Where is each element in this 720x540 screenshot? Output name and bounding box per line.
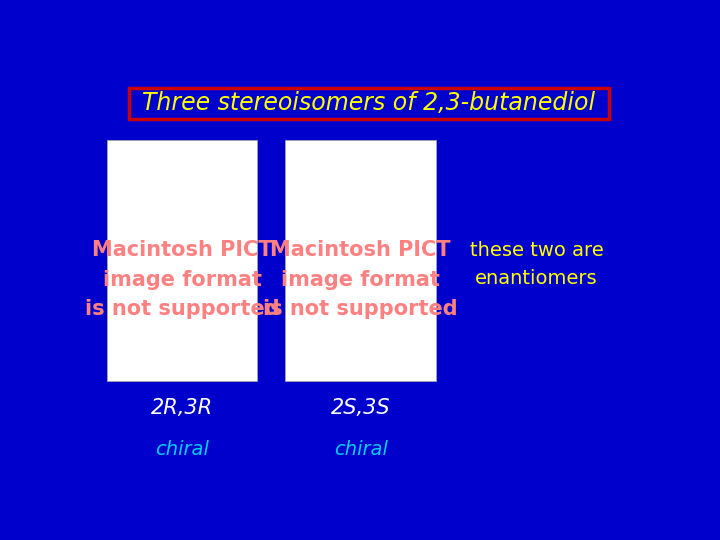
Text: chiral: chiral bbox=[333, 440, 387, 459]
Text: chiral: chiral bbox=[155, 440, 209, 459]
Bar bbox=[107, 140, 258, 381]
Text: Macintosh PICT
image format
is not supported: Macintosh PICT image format is not suppo… bbox=[264, 240, 458, 319]
Text: these two are
enantiomers: these two are enantiomers bbox=[469, 241, 603, 288]
Bar bbox=[285, 140, 436, 381]
Text: Macintosh PICT
image format
is not supported: Macintosh PICT image format is not suppo… bbox=[85, 240, 279, 319]
Bar bbox=[129, 87, 609, 119]
Text: Three stereoisomers of 2,3-butanediol: Three stereoisomers of 2,3-butanediol bbox=[143, 91, 595, 115]
Text: 2S,3S: 2S,3S bbox=[330, 398, 390, 418]
Text: 2R,3R: 2R,3R bbox=[151, 398, 213, 418]
